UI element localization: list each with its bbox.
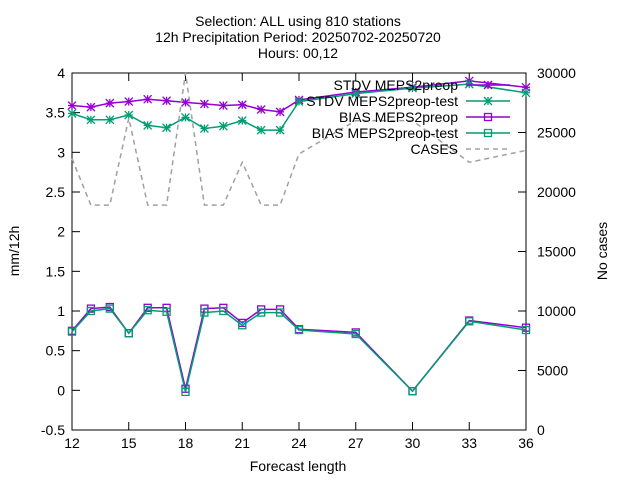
y-tick-label: 2 [57, 224, 65, 240]
series-line [71, 72, 527, 206]
x-tick-label: 27 [348, 435, 364, 451]
data-point-star [105, 98, 115, 108]
title-line-2: 12h Precipitation Period: 20250702-20250… [155, 29, 441, 45]
data-point-star [256, 125, 266, 135]
data-point-star [199, 99, 209, 109]
series-lines [67, 72, 531, 397]
x-tick-label: 12 [64, 435, 80, 451]
data-point-square [351, 329, 360, 339]
y2-tick-label: 10000 [537, 303, 576, 319]
axes: -0.5 0 0.5 1 1.5 2 2.5 3 3.5 4 0 5000 10000 15000 2000… [41, 65, 576, 451]
x-tick-label: 21 [234, 435, 250, 451]
y-tick-label: 4 [57, 65, 65, 81]
y-tick-label: 3 [57, 144, 65, 160]
y-tick-label: 2.5 [46, 184, 66, 200]
data-point-square [67, 327, 77, 336]
x-tick-label: 15 [121, 435, 137, 451]
y2-tick-label: 30000 [537, 65, 576, 81]
data-point-star [124, 110, 134, 120]
data-point-star [162, 123, 172, 133]
data-point-star [67, 101, 77, 110]
y-tick-label: 3.5 [46, 105, 66, 121]
data-point-star [143, 120, 153, 130]
x-axis-label: Forecast length [250, 458, 347, 474]
data-point-square [465, 317, 474, 326]
data-point-star [86, 102, 96, 112]
data-point-star [181, 97, 190, 107]
x-tick-label: 18 [178, 435, 194, 451]
x-tick-label: 36 [518, 435, 534, 451]
y-axis-label: mm/12h [6, 226, 22, 277]
data-point-square [86, 306, 96, 316]
y-tick-label: -0.5 [41, 422, 65, 438]
legend-label: BIAS MEPS2preop-test [312, 125, 458, 141]
y-tick-label: 0 [57, 382, 65, 398]
data-point-star [408, 83, 417, 93]
series-line [71, 307, 527, 393]
data-point-square [294, 325, 304, 335]
data-point-square [200, 308, 209, 317]
data-point-square [219, 306, 228, 316]
legend-label: CASES [411, 141, 458, 157]
x-tick-label: 30 [405, 435, 421, 451]
x-tick-label: 33 [461, 435, 477, 451]
y2-axis-label: No cases [594, 222, 610, 280]
title-line-1: Selection: ALL using 810 stations [195, 13, 401, 29]
data-point-star [67, 109, 77, 118]
data-point-square [162, 307, 171, 316]
data-point-square [143, 306, 152, 315]
legend-label: BIAS MEPS2preop [339, 109, 458, 125]
data-point-square [181, 387, 190, 397]
data-point-star [275, 107, 285, 117]
y-tick-label: 1 [57, 303, 65, 319]
data-point-square [408, 386, 417, 396]
data-point-star [162, 96, 172, 106]
y2-tick-label: 20000 [537, 184, 576, 200]
data-point-star [86, 115, 96, 125]
data-point-square [105, 304, 114, 313]
data-point-square [124, 329, 133, 338]
data-point-square [238, 321, 247, 330]
data-point-star [483, 80, 493, 90]
data-point-star [351, 89, 361, 99]
data-point-square [275, 308, 285, 317]
legend-label: STDV MEPS2preop-test [306, 93, 458, 109]
y2-tick-label: 5000 [537, 363, 568, 379]
y2-tick-label: 0 [537, 422, 545, 438]
data-point-star [483, 96, 493, 106]
data-point-star [199, 124, 209, 133]
legend-label: STDV MEPS2preop [334, 77, 459, 93]
data-point-star [294, 97, 304, 107]
y-tick-label: 0.5 [46, 343, 66, 359]
y2-tick-label: 25000 [537, 125, 576, 141]
title-line-3: Hours: 00,12 [258, 45, 338, 61]
data-point-star [218, 121, 228, 131]
data-point-star [124, 97, 134, 107]
data-point-square [521, 325, 531, 335]
data-point-star [237, 100, 247, 110]
data-point-square [257, 308, 266, 317]
data-point-star [143, 94, 153, 104]
data-point-star [521, 88, 531, 98]
data-point-star [464, 79, 474, 89]
data-point-star [275, 125, 285, 135]
data-point-star [105, 115, 115, 125]
data-point-star [237, 116, 247, 126]
chart-title: Selection: ALL using 810 stations 12h Pr… [155, 13, 441, 61]
data-point-star [181, 112, 190, 122]
data-point-square [483, 128, 493, 138]
data-point-square [483, 112, 493, 122]
y2-tick-label: 15000 [537, 244, 576, 260]
data-point-star [256, 105, 266, 114]
x-tick-label: 24 [291, 435, 307, 451]
y-tick-label: 1.5 [46, 263, 66, 279]
data-point-star [218, 101, 228, 110]
